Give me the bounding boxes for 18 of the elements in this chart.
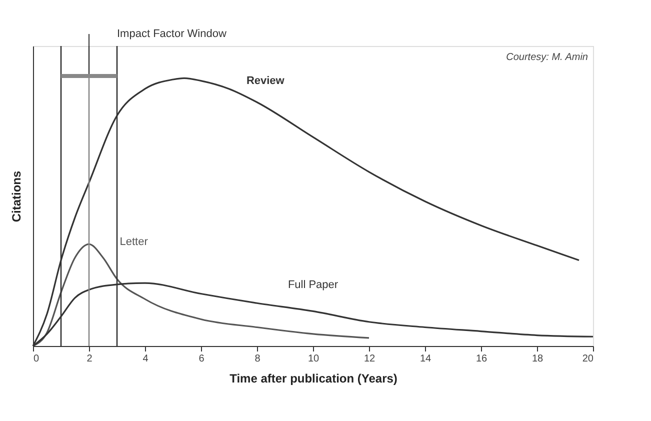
x-tick-label: 6 — [198, 354, 205, 364]
text: Impact Factor Window — [117, 28, 226, 40]
x-axis-title: Time after publication (Years) — [230, 372, 398, 386]
x-tick-label: 0 — [34, 354, 40, 364]
x-tick-label: 4 — [142, 354, 149, 364]
text: Courtesy: M. Amin — [506, 52, 588, 63]
x-tick-label: 12 — [364, 354, 376, 364]
series-label: Review — [246, 75, 285, 88]
series-label: Full Paper — [288, 278, 338, 291]
x-tick-label: 18 — [532, 354, 544, 364]
x-tick-label: 14 — [420, 354, 432, 364]
x-tick-label: 20 — [582, 354, 594, 364]
y-axis-title: Citations — [10, 170, 24, 222]
x-tick-label: 8 — [254, 354, 261, 364]
x-tick-label: 10 — [308, 354, 320, 364]
x-tick-label: 2 — [86, 354, 93, 364]
series-label: Letter — [120, 236, 148, 248]
x-tick-label: 16 — [476, 354, 488, 364]
